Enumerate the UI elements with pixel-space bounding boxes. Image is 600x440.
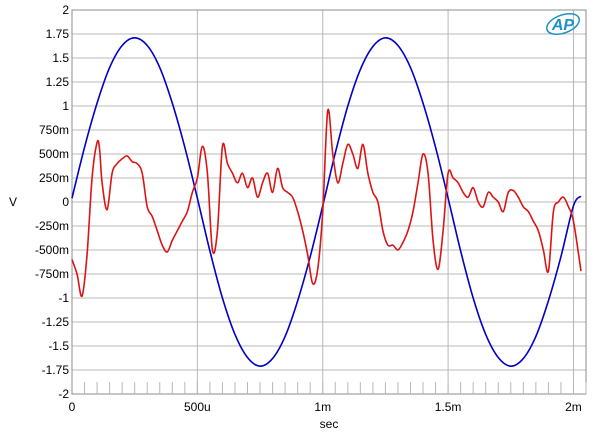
- y-tick-label: 1.75: [46, 27, 70, 41]
- logo-swoosh: [545, 12, 581, 36]
- x-tick-labels: 0 500u 1m 1.5m 2m: [69, 400, 582, 414]
- y-tick-label: -1.25: [42, 315, 70, 329]
- ap-logo: AP: [545, 12, 581, 36]
- y-tick-label: 1: [62, 99, 69, 113]
- logo-text: AP: [551, 17, 575, 34]
- x-tick-label: 500u: [184, 400, 211, 414]
- plot-frame: [71, 9, 587, 395]
- y-axis-label: V: [9, 195, 17, 209]
- y-tick-label: -1.5: [48, 339, 69, 353]
- y-tick-label: 500m: [39, 147, 69, 161]
- x-tick-label: 1m: [314, 400, 331, 414]
- y-tick-label: -2: [58, 387, 69, 401]
- y-tick-label: 250m: [39, 171, 69, 185]
- y-tick-label: -1.75: [42, 363, 70, 377]
- x-tick-label: 1.5m: [435, 400, 462, 414]
- y-tick-label: 1.5: [52, 51, 69, 65]
- y-tick-label: 1.25: [46, 75, 70, 89]
- series-line-1: [71, 37, 582, 367]
- y-tick-label: -1: [58, 291, 69, 305]
- y-tick-label: 2: [62, 3, 69, 17]
- y-tick-label: 750m: [39, 123, 69, 137]
- y-tick-labels: 2 1.75 1.5 1.25 1 750m 500m 250m 0 -250m -500m -750…: [35, 3, 69, 401]
- x-tick-label: 0: [69, 400, 76, 414]
- y-tick-label: -250m: [35, 219, 69, 233]
- series-line-2: [71, 108, 582, 298]
- series-group: [71, 37, 582, 367]
- x-minor-ticks: [84, 382, 587, 394]
- y-tick-label: -500m: [35, 243, 69, 257]
- x-axis-label: sec: [320, 417, 339, 431]
- y-tick-label: 0: [62, 195, 69, 209]
- y-tick-label: -750m: [35, 267, 69, 281]
- x-tick-label: 2m: [565, 400, 582, 414]
